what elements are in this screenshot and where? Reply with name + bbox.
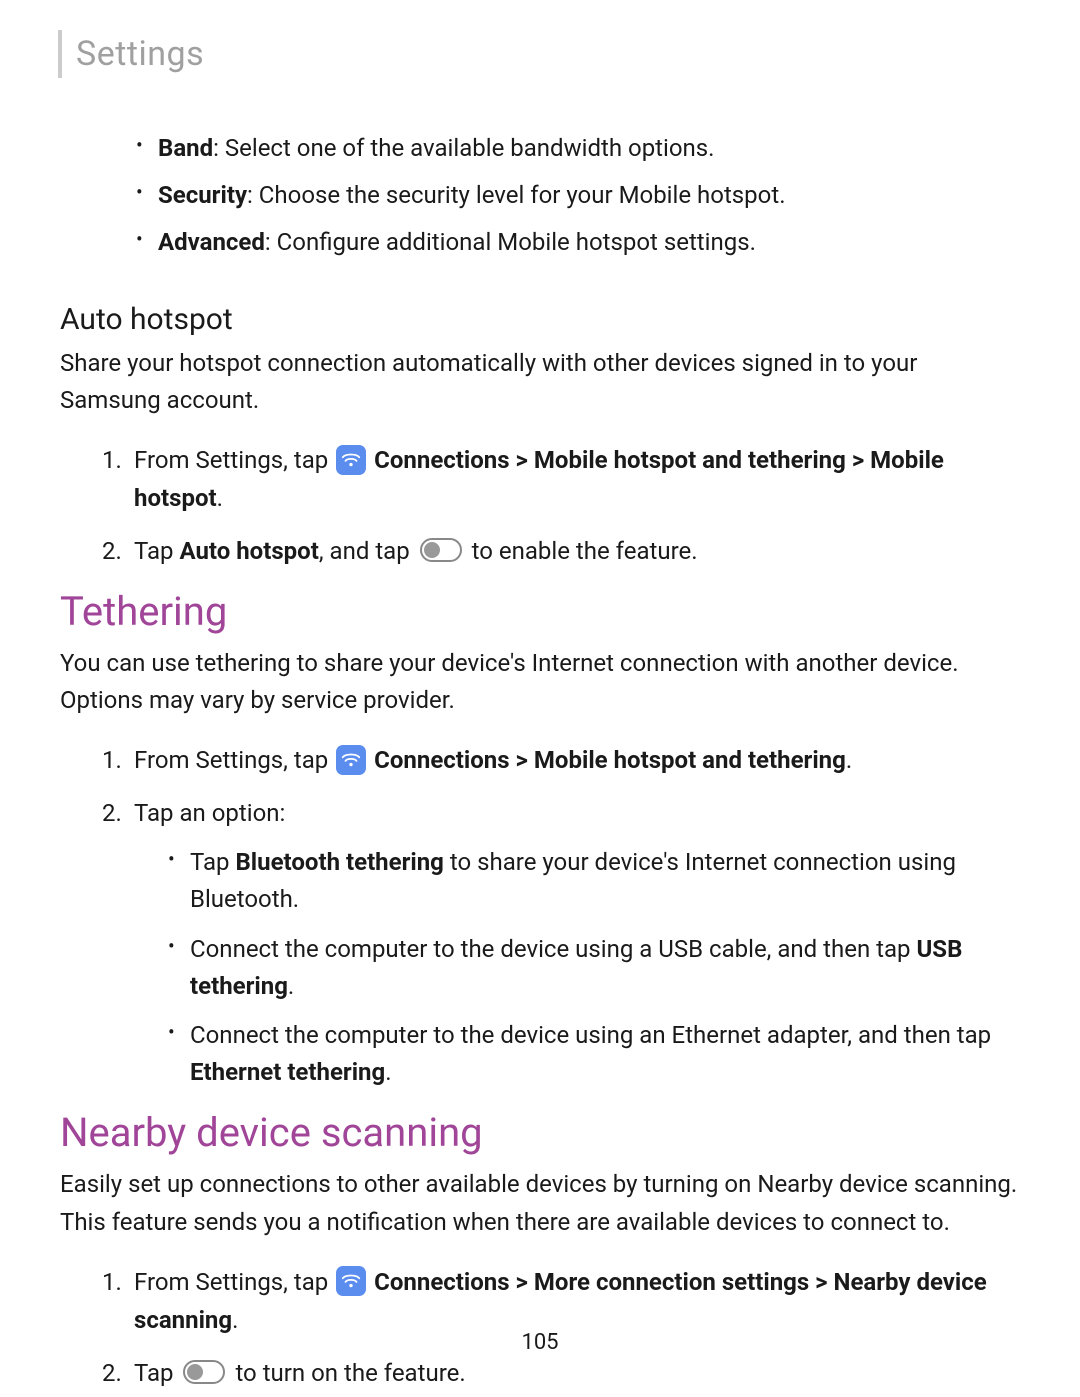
- bullet-desc: : Configure additional Mobile hotspot se…: [265, 228, 756, 256]
- bullet-label: Security: [158, 181, 247, 209]
- step-item: Tap Auto hotspot, and tap to enable the …: [102, 532, 1022, 570]
- sub-bullet: Tap Bluetooth tethering to share your de…: [162, 844, 1022, 918]
- sub-post: .: [288, 972, 294, 1000]
- toggle-icon: [183, 1360, 225, 1384]
- wifi-icon: [336, 745, 366, 775]
- sub-bullet: Connect the computer to the device using…: [162, 931, 1022, 1005]
- step-item: From Settings, tap Connections > Mobile …: [102, 441, 1022, 518]
- bullet-band: Band: Select one of the available bandwi…: [130, 130, 1022, 167]
- step-text: From Settings, tap: [134, 746, 334, 774]
- step-post: .: [217, 484, 223, 512]
- wifi-icon: [336, 1266, 366, 1296]
- sub-bold: Ethernet tethering: [190, 1058, 385, 1086]
- sub-post: .: [385, 1058, 391, 1086]
- bullet-security: Security: Choose the security level for …: [130, 177, 1022, 214]
- bullet-desc: : Choose the security level for your Mob…: [247, 181, 786, 209]
- toggle-icon: [420, 538, 462, 562]
- bullet-label: Advanced: [158, 228, 265, 256]
- page-header: Settings: [58, 30, 1022, 78]
- step-post: to turn on the feature.: [229, 1359, 465, 1387]
- step-item: From Settings, tap Connections > Mobile …: [102, 741, 1022, 779]
- step-item: From Settings, tap Connections > More co…: [102, 1263, 1022, 1340]
- step-bold: Auto hotspot: [179, 537, 318, 565]
- step-text: Tap: [134, 537, 179, 565]
- tethering-intro: You can use tethering to share your devi…: [60, 645, 1022, 719]
- step-text: Tap: [134, 1359, 179, 1387]
- sub-pre: Connect the computer to the device using…: [190, 935, 916, 963]
- header-title: Settings: [76, 34, 204, 74]
- nearby-steps: From Settings, tap Connections > More co…: [102, 1263, 1022, 1392]
- page-number: 105: [0, 1330, 1080, 1355]
- tethering-steps: From Settings, tap Connections > Mobile …: [102, 741, 1022, 1091]
- sub-pre: Tap: [190, 848, 235, 876]
- step-text: From Settings, tap: [134, 1268, 334, 1296]
- sub-bullet: Connect the computer to the device using…: [162, 1017, 1022, 1091]
- tethering-sub-options: Tap Bluetooth tethering to share your de…: [162, 844, 1022, 1091]
- step-item: Tap to turn on the feature.: [102, 1354, 1022, 1392]
- auto-hotspot-intro: Share your hotspot connection automatica…: [60, 345, 1022, 419]
- step-mid: , and tap: [319, 537, 416, 565]
- tethering-heading: Tethering: [60, 588, 1022, 635]
- step-post: .: [846, 746, 852, 774]
- wifi-icon: [336, 445, 366, 475]
- step-item: Tap an option: Tap Bluetooth tethering t…: [102, 794, 1022, 1092]
- header-accent-bar: [58, 30, 62, 78]
- step-path: Connections > Mobile hotspot and tetheri…: [368, 746, 846, 774]
- bullet-desc: : Select one of the available bandwidth …: [213, 134, 714, 162]
- step-post: to enable the feature.: [466, 537, 698, 565]
- top-bullet-list: Band: Select one of the available bandwi…: [130, 130, 1022, 262]
- auto-hotspot-steps: From Settings, tap Connections > Mobile …: [102, 441, 1022, 570]
- sub-pre: Connect the computer to the device using…: [190, 1021, 991, 1049]
- bullet-label: Band: [158, 134, 213, 162]
- bullet-advanced: Advanced: Configure additional Mobile ho…: [130, 224, 1022, 261]
- nearby-heading: Nearby device scanning: [60, 1109, 1022, 1156]
- step-text: From Settings, tap: [134, 446, 334, 474]
- sub-bold: Bluetooth tethering: [235, 848, 443, 876]
- nearby-intro: Easily set up connections to other avail…: [60, 1166, 1022, 1240]
- step-text: Tap an option:: [134, 799, 285, 827]
- auto-hotspot-heading: Auto hotspot: [60, 302, 1022, 337]
- page-content: Band: Select one of the available bandwi…: [58, 130, 1022, 1392]
